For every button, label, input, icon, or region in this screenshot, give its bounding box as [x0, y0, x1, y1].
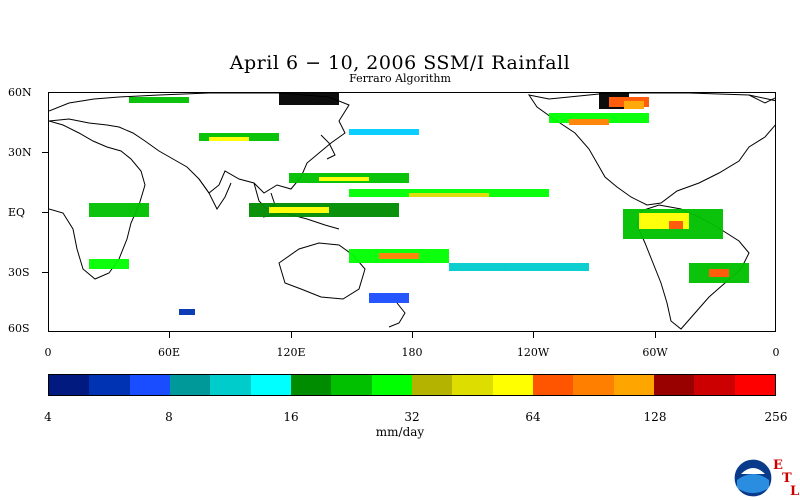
colorbar-tick-label: 256: [764, 410, 788, 424]
colorbar-swatch: [492, 375, 533, 395]
colorbar-tick-label: 16: [283, 410, 299, 424]
lon-label-180: 180: [401, 346, 423, 359]
lat-label-30n: 30N: [8, 146, 32, 159]
lat-tick: [42, 152, 48, 153]
colorbar-swatch: [694, 375, 735, 395]
colorbar-swatch: [734, 375, 775, 395]
lon-tick: [533, 332, 534, 338]
colorbar-swatch: [169, 375, 211, 395]
colorbar-swatch: [613, 375, 654, 395]
colorbar-swatch: [452, 375, 493, 395]
colorbar-swatch: [250, 375, 291, 395]
lon-label-120w: 120W: [516, 346, 550, 359]
rainfall-map-svg: [49, 93, 775, 330]
lon-label-0-east: 0: [772, 346, 780, 359]
lat-label-60n: 60N: [8, 86, 32, 99]
lat-label-30s: 30S: [8, 266, 30, 279]
map-subtitle: Ferraro Algorithm: [349, 72, 451, 85]
lon-tick: [169, 332, 170, 338]
colorbar-tick-label: 128: [643, 410, 667, 424]
lon-label-60e: 60E: [157, 346, 181, 359]
colorbar-swatch: [49, 375, 90, 395]
colorbar-units: mm/day: [375, 425, 425, 439]
lon-tick: [412, 332, 413, 338]
colorbar-swatch: [331, 375, 372, 395]
colorbar-tick-label: 32: [404, 410, 420, 424]
noaa-logo: [733, 458, 773, 498]
lon-label-120e: 120E: [276, 346, 306, 359]
lat-label-eq: EQ: [8, 206, 26, 219]
rainfall-map: [48, 92, 776, 332]
lat-tick: [42, 272, 48, 273]
lon-tick: [291, 332, 292, 338]
colorbar-swatch: [532, 375, 574, 395]
logo-letter-e: E: [773, 458, 783, 473]
logo-letter-l: L: [790, 484, 800, 499]
lat-tick: [42, 212, 48, 213]
rain-patches: [89, 93, 749, 315]
colorbar-tick-label: 64: [525, 410, 541, 424]
colorbar-swatch: [653, 375, 695, 395]
lon-tick: [655, 332, 656, 338]
colorbar-swatch: [371, 375, 412, 395]
colorbar-swatch: [411, 375, 453, 395]
colorbar-tick-label: 4: [44, 410, 52, 424]
map-title: April 6 − 10, 2006 SSM/I Rainfall: [229, 52, 571, 74]
lon-label-0: 0: [44, 346, 52, 359]
colorbar-swatch: [573, 375, 614, 395]
logo-letter-t: T: [782, 471, 792, 486]
lon-label-60w: 60W: [642, 346, 668, 359]
colorbar-swatch: [210, 375, 251, 395]
colorbar-swatch: [89, 375, 130, 395]
colorbar-tick-label: 8: [165, 410, 173, 424]
colorbar-swatch: [129, 375, 170, 395]
colorbar-swatch: [290, 375, 332, 395]
lat-label-60s: 60S: [8, 322, 30, 335]
rainfall-colorbar: [48, 374, 776, 396]
